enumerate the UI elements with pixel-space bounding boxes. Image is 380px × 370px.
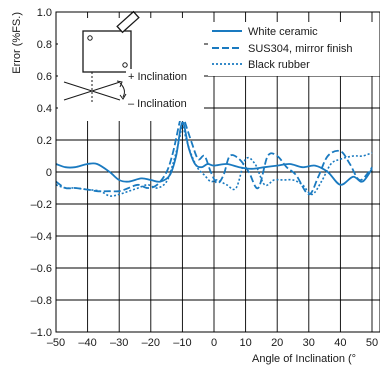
- x-tick-label: –30: [110, 337, 128, 349]
- x-tick-label: –40: [78, 337, 96, 349]
- x-tick-label: 10: [239, 337, 251, 349]
- label-backing: [126, 96, 204, 110]
- y-tick-label: 1.0: [37, 7, 52, 19]
- sensor-screw-icon: [122, 62, 128, 68]
- y-tick-label: –1.0: [31, 327, 52, 339]
- x-tick-label: –50: [47, 337, 65, 349]
- x-tick-label: –10: [173, 337, 191, 349]
- y-tick-label: 0: [46, 167, 52, 179]
- arrowhead-icon: [119, 93, 127, 100]
- series-line-sus304-mirror-finish: [55, 113, 373, 196]
- legend-label-black-rubber: Black rubber: [248, 59, 310, 71]
- y-tick-label: 0.2: [37, 135, 52, 147]
- y-tick-label: –0.8: [31, 295, 52, 307]
- y-axis-title: Error (%FS.): [11, 12, 23, 74]
- y-tick-label: –0.4: [31, 231, 52, 243]
- series-lines: [55, 113, 373, 197]
- x-axis-title: Angle of Inclination (°: [252, 353, 356, 365]
- y-tick-label: 0.6: [37, 71, 52, 83]
- series-line-black-rubber: [55, 123, 373, 197]
- plot-frame: [55, 11, 380, 333]
- legend-label-white-ceramic: White ceramic: [248, 26, 318, 38]
- sensor-connector-icon: [116, 10, 140, 34]
- tick-labels: –50 –40 –30 –20 –10 0 10 20 30 40 50 1.0 0.8 0.6 0.4 0.…: [31, 7, 379, 349]
- label-backing: [126, 69, 204, 83]
- legend: White ceramic SUS304, mirror finish Blac…: [208, 22, 380, 76]
- x-tick-label: 40: [334, 337, 346, 349]
- x-tick-label: 20: [271, 337, 283, 349]
- y-tick-label: 0.8: [37, 39, 52, 51]
- plus-inclination-label: + Inclination: [128, 71, 187, 83]
- arrowhead-icon: [116, 80, 123, 88]
- x-tick-label: 50: [366, 337, 378, 349]
- y-tick-label: –0.2: [31, 199, 52, 211]
- x-tick-label: 0: [211, 337, 217, 349]
- sensor-screw-icon: [87, 35, 93, 41]
- legend-label-sus304: SUS304, mirror finish: [248, 43, 353, 55]
- x-tick-label: –20: [142, 337, 160, 349]
- series-line-white-ceramic: [55, 121, 373, 186]
- minus-inclination-label: – Inclination: [128, 98, 187, 110]
- target-minus-line: [63, 81, 121, 101]
- sensor-body-icon: [82, 30, 132, 73]
- sensor-inset: + Inclination – Inclination: [58, 10, 204, 121]
- y-tick-label: –0.6: [31, 263, 52, 275]
- x-tick-label: 30: [303, 337, 315, 349]
- y-tick-label: 0.4: [37, 103, 52, 115]
